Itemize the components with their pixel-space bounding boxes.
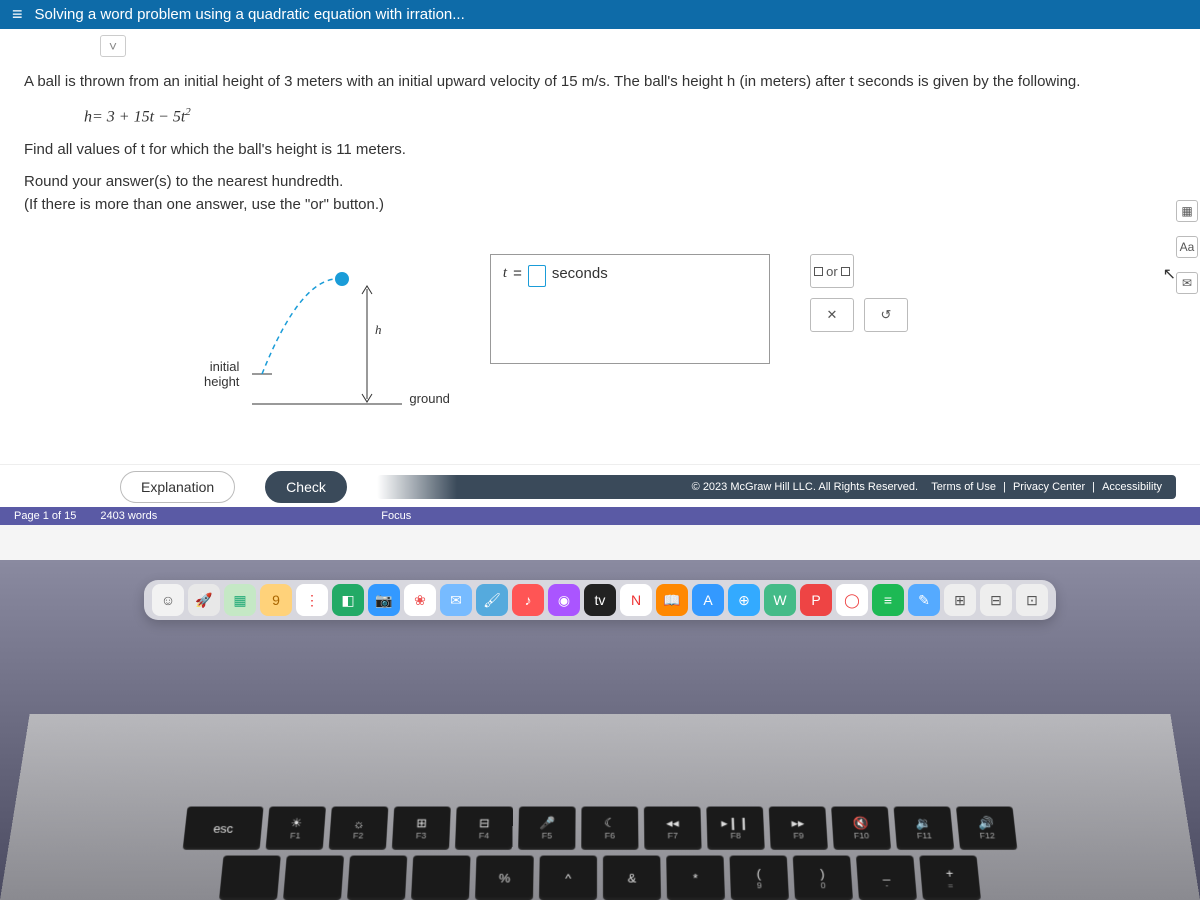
privacy-link[interactable]: Privacy Center [1013,481,1085,493]
calculator-icon[interactable]: ▦ [1176,200,1198,222]
equals-sign: = [513,265,522,282]
keyboard-key [347,856,407,900]
dock-app-icon[interactable]: ✎ [908,584,940,616]
dock-app-icon[interactable]: 9 [260,584,292,616]
font-icon[interactable]: Aa [1176,236,1198,258]
instruction-find: Find all values of t for which the ball'… [24,139,1176,162]
dock-app-icon[interactable]: tv [584,584,616,616]
dock-app-icon[interactable]: 📷 [368,584,400,616]
mail-icon[interactable]: ✉ [1176,272,1198,294]
answer-unit: seconds [552,265,608,282]
keyboard-key: )0 [793,856,853,900]
instruction-round: Round your answer(s) to the nearest hund… [24,171,1176,194]
dock-app-icon[interactable]: P [800,584,832,616]
dock-app-icon[interactable]: ❀ [404,584,436,616]
copyright-text: © 2023 McGraw Hill LLC. All Rights Reser… [692,481,918,493]
dock-app-icon[interactable]: ♪ [512,584,544,616]
side-tool-rail: ▦ Aa ✉ [1176,200,1198,294]
footer-links: © 2023 McGraw Hill LLC. All Rights Reser… [377,475,1176,499]
bottom-row: Explanation Check © 2023 McGraw Hill LLC… [0,464,1200,507]
accessibility-link[interactable]: Accessibility [1102,481,1162,493]
dock-app-icon[interactable]: ≡ [872,584,904,616]
keyboard-key: ▸▸F9 [769,807,828,850]
instruction-or: (If there is more than one answer, use t… [24,194,1176,217]
keyboard-key: ☀F1 [266,807,326,850]
keyboard-key [219,856,281,900]
initial-height-label: initial height [204,359,239,390]
physical-keyboard: esc☀F1☼F2⊞F3⊟F4🎤F5☾F6◂◂F7▸❙❙F8▸▸F9🔇F10🔉F… [0,714,1200,900]
keyboard-key: 🔇F10 [831,807,891,850]
diagram: initial height h ground [204,254,450,424]
check-button[interactable]: Check [265,471,347,503]
dock-app-icon[interactable]: 📖 [656,584,688,616]
answer-box[interactable]: t = seconds [490,254,770,364]
menu-icon[interactable]: ≡ [12,4,23,25]
word-status-bar: Page 1 of 15 2403 words Focus [0,507,1200,525]
keyboard-key [411,856,471,900]
ground-label: ground [409,391,449,406]
keyboard-key: ☾F6 [581,807,638,850]
dock-app-icon[interactable]: ⋮ [296,584,328,616]
nav-row: ˅ [0,29,1200,57]
dock-app-icon[interactable]: ✉ [440,584,472,616]
chevron-down-icon[interactable]: ˅ [100,35,126,57]
keyboard-key: 🎤F5 [518,807,576,850]
keyboard-key: ☼F2 [329,807,389,850]
explanation-button[interactable]: Explanation [120,471,235,503]
focus-mode[interactable]: Focus [381,510,411,522]
equation: h= 3 + 15t − 5t2 [84,104,1176,129]
dock-app-icon[interactable]: ⊞ [944,584,976,616]
keyboard-key: ⊟F4 [455,807,513,850]
keyboard-key: ▸❙❙F8 [706,807,764,850]
dock-app-icon[interactable]: W [764,584,796,616]
keyboard-key: % [475,856,534,900]
keyboard-key: ⊞F3 [392,807,451,850]
dock-app-icon[interactable]: ▦ [224,584,256,616]
dock-app-icon[interactable]: ☺ [152,584,184,616]
dock-app-icon[interactable]: ⊡ [1016,584,1048,616]
page-indicator[interactable]: Page 1 of 15 [14,510,76,522]
keyboard-key: += [919,856,981,900]
trajectory-svg: h [247,254,407,424]
number-key-row: %^&*(9)0_-+= [30,856,1170,900]
dock-app-icon[interactable]: 🚀 [188,584,220,616]
problem-panel: A ball is thrown from an initial height … [0,57,1200,234]
clear-button[interactable]: ✕ [810,298,854,332]
keyboard-key: esc [183,807,264,850]
page-header: ≡ Solving a word problem using a quadrat… [0,0,1200,29]
keyboard-key: * [666,856,725,900]
answer-input[interactable] [528,265,546,287]
keyboard-key: (9 [729,856,789,900]
keyboard-key [283,856,344,900]
t-variable: t [503,265,507,282]
keyboard-key: & [603,856,661,900]
cursor-icon: ↖ [1163,264,1176,284]
dock-app-icon[interactable]: ◧ [332,584,364,616]
dock-app-icon[interactable]: ⊕ [728,584,760,616]
work-area: initial height h ground t = seconds or ✕… [0,234,1200,464]
keyboard-key: _- [856,856,917,900]
dock-app-icon[interactable]: ◉ [548,584,580,616]
or-button[interactable]: or [810,254,854,288]
undo-button[interactable]: ↺ [864,298,908,332]
dock-app-icon[interactable]: 🖌 [476,584,508,616]
keyboard-key: ^ [539,856,597,900]
dock-container: ☺🚀▦9⋮◧📷❀✉🖌♪◉tvN📖A⊕WP◯≡✎⊞⊟⊡ [0,580,1200,620]
h-label: h [375,322,382,337]
answer-tools: or ✕ ↺ [810,254,908,332]
page-title: Solving a word problem using a quadratic… [35,6,465,23]
keyboard-key: 🔉F11 [894,807,955,850]
dock-app-icon[interactable]: ◯ [836,584,868,616]
keyboard-key: ◂◂F7 [644,807,702,850]
function-key-row: esc☀F1☼F2⊞F3⊟F4🎤F5☾F6◂◂F7▸❙❙F8▸▸F9🔇F10🔉F… [38,807,1163,850]
dock-app-icon[interactable]: N [620,584,652,616]
terms-link[interactable]: Terms of Use [931,481,996,493]
dock-app-icon[interactable]: ⊟ [980,584,1012,616]
macos-dock: ☺🚀▦9⋮◧📷❀✉🖌♪◉tvN📖A⊕WP◯≡✎⊞⊟⊡ [144,580,1056,620]
problem-intro: A ball is thrown from an initial height … [24,71,1176,94]
word-count[interactable]: 2403 words [100,510,157,522]
dock-app-icon[interactable]: A [692,584,724,616]
keyboard-key: 🔊F12 [956,807,1017,850]
